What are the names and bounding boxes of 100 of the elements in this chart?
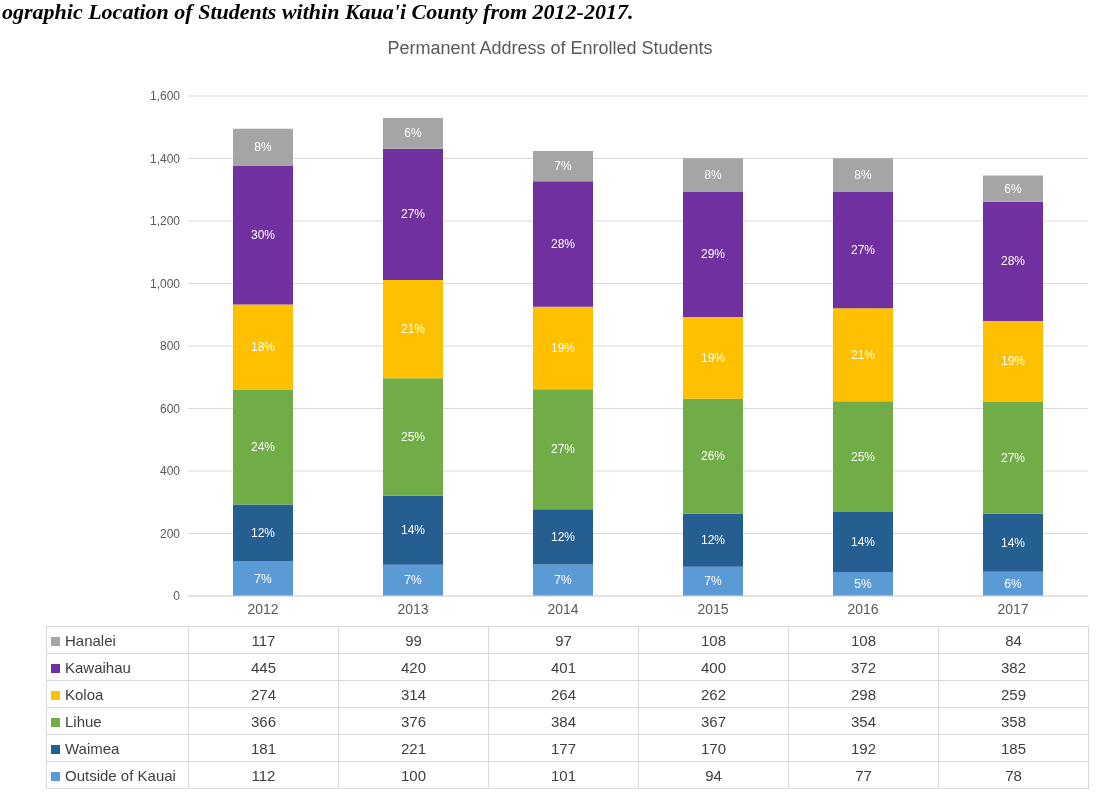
data-label: 99	[338, 626, 489, 654]
data-label: 376	[338, 707, 489, 735]
legend-label: Lihue	[46, 707, 189, 735]
annotation: 27%	[1000, 450, 1026, 465]
data-label: 262	[638, 680, 789, 708]
annotation: 19%	[1000, 354, 1026, 369]
bar	[683, 191, 743, 317]
x-tick-label: 2016	[847, 600, 879, 617]
annotation: 30%	[250, 227, 276, 242]
data-label: 314	[338, 680, 489, 708]
bar	[233, 390, 293, 505]
annotation: 12%	[250, 525, 276, 540]
data-label: 358	[938, 707, 1089, 735]
data-label: 354	[788, 707, 939, 735]
annotation: 14%	[850, 534, 876, 549]
bar	[683, 566, 743, 596]
bar	[383, 564, 443, 596]
annotation: 12%	[700, 533, 726, 548]
annotation: 6%	[404, 126, 422, 141]
data-label: 94	[638, 761, 789, 789]
annotation: 28%	[550, 236, 576, 251]
bar	[983, 513, 1043, 572]
annotation: 28%	[1000, 254, 1026, 269]
data-label: 177	[488, 734, 639, 762]
bar	[983, 321, 1043, 402]
x-tick-label: 2017	[997, 600, 1029, 617]
y-tick-label: 400	[159, 464, 181, 479]
annotation: 5%	[854, 576, 872, 591]
annotation: 19%	[700, 350, 726, 365]
legend-label: Hanalei	[46, 626, 189, 654]
annotation: 21%	[850, 347, 876, 362]
x-tick-label: 2013	[397, 600, 429, 617]
annotation: 24%	[250, 440, 276, 455]
annotation: 27%	[850, 243, 876, 258]
data-label: 298	[788, 680, 939, 708]
y-tick-label: 1,200	[149, 214, 181, 229]
y-tick-label: 1,000	[149, 276, 181, 291]
bar	[233, 304, 293, 391]
bar	[533, 151, 593, 182]
annotation: 6%	[1004, 576, 1022, 591]
bar	[833, 401, 893, 512]
data-label: 181	[188, 734, 339, 762]
annotation: 7%	[704, 574, 722, 589]
annotation: 26%	[700, 449, 726, 464]
data-label: 77	[788, 761, 939, 789]
annotation: 27%	[550, 442, 576, 457]
annotation: 6%	[1004, 181, 1022, 196]
y-tick-label: 800	[159, 339, 181, 354]
chart-title: Permanent Address of Enrolled Students	[387, 38, 713, 58]
bar	[833, 511, 893, 572]
data-label: 372	[788, 653, 939, 681]
bar	[983, 175, 1043, 202]
bar	[233, 128, 293, 166]
legend-label: Kawaihau	[46, 653, 189, 681]
data-label: 400	[638, 653, 789, 681]
bar	[533, 389, 593, 510]
annotation: 18%	[250, 340, 276, 355]
y-tick-label: 1,400	[149, 151, 181, 166]
bar	[383, 280, 443, 379]
bar	[533, 509, 593, 565]
legend-label: Outside of Kauai	[46, 761, 189, 789]
bar	[233, 165, 293, 305]
bar	[683, 158, 743, 192]
data-label: 259	[938, 680, 1089, 708]
bar	[383, 378, 443, 496]
data-label: 401	[488, 653, 639, 681]
data-label: 264	[488, 680, 639, 708]
bar	[533, 564, 593, 596]
data-label: 108	[638, 626, 789, 654]
data-label: 367	[638, 707, 789, 735]
data-label: 78	[938, 761, 1089, 789]
annotation: 29%	[700, 247, 726, 262]
annotation: 14%	[1000, 535, 1026, 550]
data-label: 445	[188, 653, 339, 681]
text: ographic Location of Students within Kaua'i County from 2012-2017.	[1, 0, 635, 26]
bar	[833, 191, 893, 309]
bar	[983, 201, 1043, 321]
annotation: 19%	[550, 340, 576, 355]
annotation: 8%	[254, 140, 272, 155]
bar	[983, 401, 1043, 514]
annotation: 7%	[404, 573, 422, 588]
bar	[683, 316, 743, 399]
annotation: 14%	[400, 523, 426, 538]
x-tick-label: 2015	[697, 600, 729, 617]
bar	[233, 561, 293, 596]
annotation: 27%	[400, 207, 426, 222]
legend-label: Waimea	[46, 734, 189, 762]
x-tick-label: 2012	[247, 600, 279, 617]
annotation: 8%	[704, 168, 722, 183]
y-tick-label: 0	[173, 589, 181, 604]
data-label: 382	[938, 653, 1089, 681]
y-tick-label: 200	[159, 526, 181, 541]
x-tick-label: 2014	[547, 600, 579, 617]
annotation: 21%	[400, 322, 426, 337]
annotation: 25%	[400, 429, 426, 444]
data-label: 221	[338, 734, 489, 762]
y-tick-label: 600	[159, 401, 181, 416]
data-label: 100	[338, 761, 489, 789]
bar	[533, 181, 593, 307]
bar	[683, 513, 743, 567]
